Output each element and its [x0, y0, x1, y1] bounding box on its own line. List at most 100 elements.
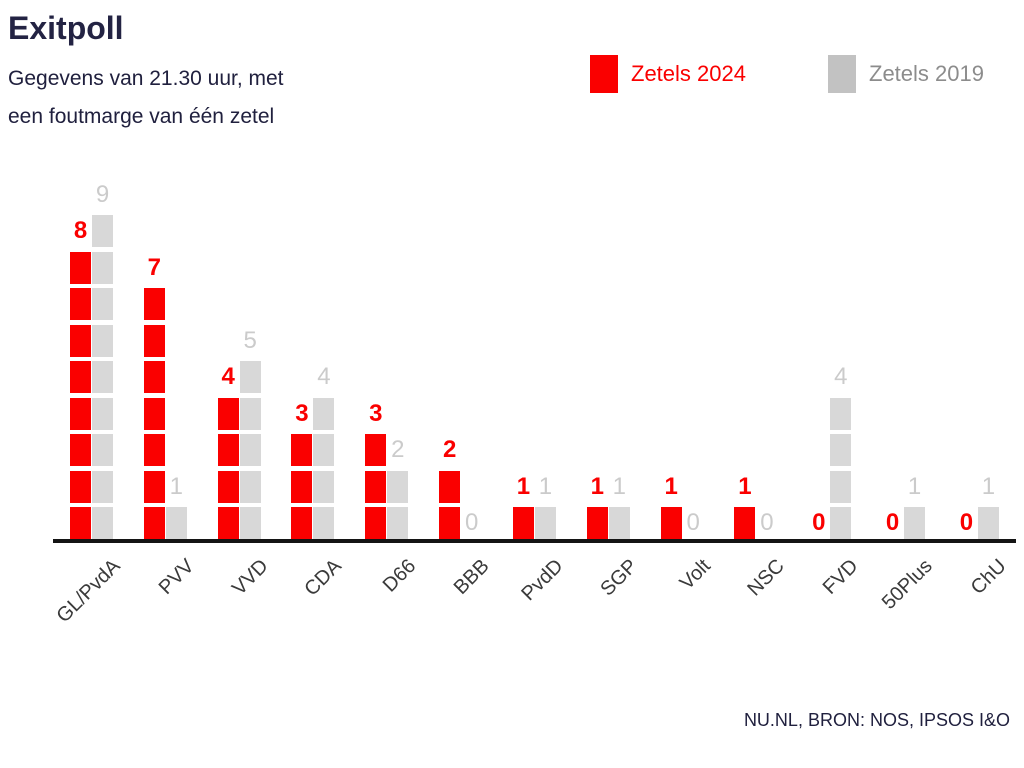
category-label: ChU	[966, 555, 1011, 599]
category-label: VVD	[227, 555, 273, 600]
seat-block	[143, 361, 165, 393]
value-label-2024: 7	[147, 253, 161, 281]
seat-block	[734, 507, 756, 539]
category-label: Volt	[676, 555, 716, 595]
bar-column-2019: 2	[387, 180, 409, 539]
value-label-2024: 3	[369, 399, 383, 427]
bar-column-2019: 5	[239, 180, 261, 539]
value-label-2019: 1	[538, 472, 553, 500]
subtitle-line-1: Gegevens van 21.30 uur, met	[8, 67, 284, 90]
value-label-2024: 1	[738, 472, 752, 500]
value-label-2024: 1	[516, 472, 531, 500]
value-label-2019: 9	[95, 180, 110, 208]
legend-label-2019: Zetels 2019	[869, 61, 984, 86]
seat-block	[365, 507, 387, 539]
value-label-2019: 4	[834, 363, 848, 390]
value-label-2019: 1	[907, 472, 922, 500]
seat-block	[313, 470, 335, 503]
bar-group-fvd: 0 4 FVD	[808, 180, 863, 599]
legend-item-2024: Zetels 2024	[590, 55, 746, 93]
bar-column-2019: 0	[461, 180, 482, 539]
bar-column-2024: 0	[808, 180, 829, 539]
seat-block	[830, 507, 852, 539]
bar-group-cda: 3 4 CDA	[291, 180, 346, 600]
value-label-2024: 0	[812, 509, 826, 536]
seat-block	[291, 470, 313, 503]
value-label-2019: 0	[464, 509, 479, 536]
bar-column-2024: 3	[291, 180, 313, 539]
seat-block	[830, 470, 852, 503]
seat-block	[217, 470, 239, 503]
value-label-2019: 2	[391, 436, 405, 463]
seat-block	[439, 507, 461, 539]
category-label: BBB	[449, 555, 494, 599]
legend-swatch-2024	[590, 55, 618, 93]
bar-column-2019: 1	[977, 180, 999, 539]
value-label-2019: 1	[169, 472, 183, 500]
bar-group-50plus: 0 1 50Plus	[878, 180, 937, 614]
bar-column-2024: 1	[660, 180, 682, 539]
seat-block	[239, 397, 261, 430]
category-label: PvdD	[517, 555, 568, 606]
category-label: NSC	[743, 555, 790, 601]
bar-column-2019: 1	[165, 180, 187, 539]
seat-block	[534, 507, 556, 539]
seat-block	[92, 507, 113, 539]
legend-item-2019: Zetels 2019	[828, 55, 984, 93]
seat-block	[365, 434, 387, 466]
bar-column-2024: 8	[70, 180, 91, 539]
seat-block	[70, 361, 91, 393]
seat-block	[217, 397, 239, 430]
seat-block	[387, 470, 409, 503]
seat-block	[70, 251, 91, 284]
bar-column-2019: 0	[756, 180, 777, 539]
x-axis-line	[53, 539, 1016, 543]
bar-group-sgp: 1 1 SGP	[586, 180, 641, 600]
bar-column-2024: 1	[586, 180, 608, 539]
category-label: SGP	[595, 555, 642, 601]
seat-block	[143, 324, 165, 357]
seat-block	[70, 470, 91, 503]
bar-column-2024: 1	[734, 180, 756, 539]
seat-block	[143, 397, 165, 430]
bar-group-bbb: 2 0 BBB	[439, 180, 494, 599]
chart-subtitle: Gegevens van 21.30 uur, met een foutmarg…	[8, 60, 284, 136]
seat-block	[977, 507, 999, 539]
seat-block	[70, 324, 91, 357]
seat-block	[70, 507, 91, 539]
seat-block	[365, 470, 387, 503]
seat-block	[608, 507, 630, 539]
bar-column-2019: 1	[534, 180, 556, 539]
bar-group-d66: 3 2 D66	[365, 180, 420, 597]
page-title: Exitpoll	[8, 10, 124, 46]
seat-block	[92, 361, 113, 393]
category-label: GL/PvdA	[52, 555, 125, 628]
seat-block	[830, 397, 852, 430]
seat-block	[439, 470, 461, 503]
bar-column-2019: 4	[313, 180, 335, 539]
bar-column-2024: 1	[512, 180, 534, 539]
bar-group-chu: 0 1 ChU	[956, 180, 1011, 599]
seat-block	[143, 434, 165, 466]
bar-column-2024: 3	[365, 180, 387, 539]
bar-group-vvd: 4 5 VVD	[217, 180, 272, 600]
bar-column-2024: 0	[882, 180, 903, 539]
seat-block	[143, 507, 165, 539]
value-label-2024: 0	[885, 509, 900, 536]
bar-column-2019: 1	[608, 180, 630, 539]
seat-block	[70, 288, 91, 320]
seat-block	[92, 434, 113, 466]
legend-swatch-2019	[828, 55, 856, 93]
seat-block	[70, 397, 91, 430]
category-label: FVD	[818, 555, 863, 599]
seat-block	[239, 470, 261, 503]
seat-block	[165, 507, 187, 539]
value-label-2019: 1	[612, 472, 626, 500]
legend-label-2024: Zetels 2024	[631, 61, 746, 86]
seat-block	[291, 434, 313, 466]
value-label-2019: 1	[981, 472, 996, 500]
seat-block	[239, 434, 261, 466]
category-label: CDA	[300, 555, 347, 601]
seat-block	[92, 215, 113, 247]
